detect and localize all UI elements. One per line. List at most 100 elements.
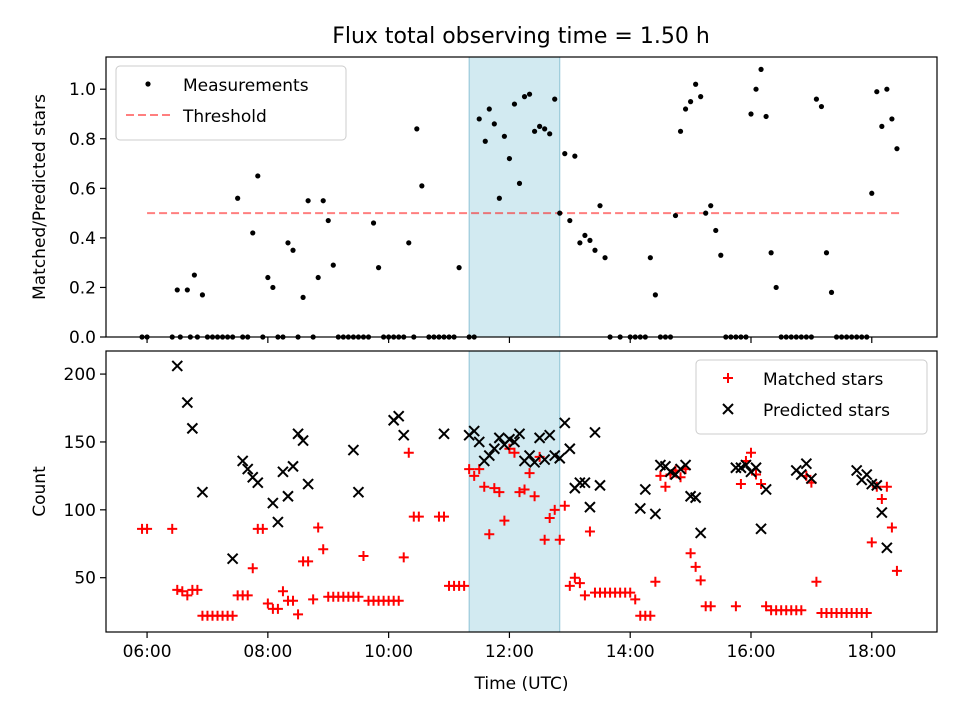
data-point [521,94,528,100]
data-point [277,586,288,597]
legend-label: Predicted stars [763,401,890,421]
data-point [753,86,759,92]
data-point [288,595,299,606]
x-tick-label: 16:00 [726,642,775,662]
data-point [303,556,314,567]
y-tick-label: 150 [64,433,96,453]
data-point [584,501,596,513]
data-point [494,487,505,498]
y-tick-label: 0.2 [69,278,96,298]
data-point [513,428,526,440]
data-point [330,262,336,268]
data-point [677,128,684,134]
y-tick-label: 0.4 [69,229,96,249]
data-point [419,183,425,189]
data-point [184,287,190,293]
data-point [308,594,319,605]
y-tick-label: 0.6 [69,179,96,199]
data-point [413,511,424,522]
legend-marker-plus [723,373,733,383]
data-point [630,594,641,605]
data-point [523,449,536,462]
data-point [891,565,902,576]
data-point [519,484,530,495]
data-point [358,550,369,561]
data-point [318,544,329,555]
data-point [272,603,283,614]
data-point [800,457,813,470]
data-point [574,578,585,589]
data-point [552,96,558,102]
highlight-span [468,350,561,633]
data-point [242,590,253,601]
x-tick-label: 12:00 [485,642,534,662]
data-point [805,472,818,485]
data-point [587,237,593,243]
data-point [718,252,724,258]
data-point [682,106,689,112]
data-point [406,240,412,246]
data-point [689,491,702,504]
data-point [438,511,449,522]
data-point [592,247,598,253]
data-point [236,455,249,467]
data-point [649,508,662,520]
legend: Measurements Threshold [115,65,347,141]
data-point [493,432,506,444]
x-tick-label: 08:00 [243,642,292,662]
data-point [192,584,203,595]
data-point [287,460,299,473]
data-point [393,595,404,606]
data-point [708,203,714,209]
data-point [698,94,704,100]
data-point [370,220,377,226]
data-point [242,463,254,475]
bottom-panel-count: 06:00 08:00 10:00 12:00 14:00 16:00 18:00 50 100… [30,350,938,694]
data-point [597,203,603,209]
data-point [484,529,495,540]
data-point [292,428,304,440]
data-point [459,580,470,591]
y-tick-label: 0.8 [69,130,96,150]
data-point [313,522,324,533]
data-point [823,250,830,256]
data-point [713,227,719,234]
data-point [740,459,752,471]
data-point [818,103,825,110]
series-predicted-stars [171,360,893,565]
data-point [177,586,188,597]
data-point [469,470,480,481]
data-point [293,609,304,620]
data-point [272,516,284,528]
data-point [255,173,261,179]
legend-box [695,359,928,435]
data-point [539,534,550,545]
data-point [392,410,405,422]
y-tick-label: 0.0 [69,328,96,348]
data-point [687,99,694,105]
x-tick-label: 14:00 [606,642,655,662]
data-point [735,479,746,490]
data-point [486,106,492,112]
data-point [247,563,258,574]
data-point [473,436,485,448]
data-point [850,464,863,477]
data-point [511,101,518,107]
data-point [226,552,239,565]
data-point [889,116,895,122]
data-point [693,81,699,87]
data-point [302,478,314,490]
data-point [647,255,653,261]
data-point [438,428,450,440]
data-point [645,610,656,621]
data-point [634,502,646,515]
data-point [347,444,360,456]
data-point [881,542,893,554]
data-point [250,230,256,236]
data-point [602,255,608,261]
data-point [488,443,501,455]
data-point [483,449,495,462]
x-axis-label: Time (UTC) [474,674,569,694]
data-point [582,232,588,239]
data-point [531,128,538,134]
